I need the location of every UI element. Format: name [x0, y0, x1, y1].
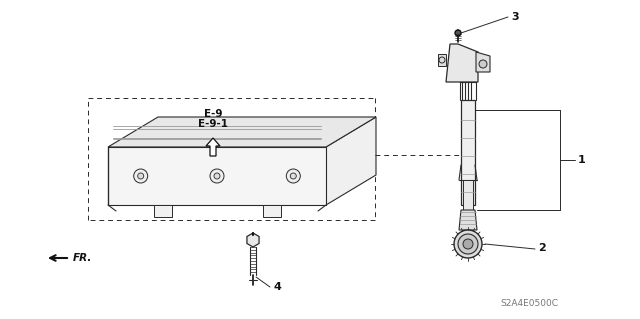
Polygon shape [108, 147, 326, 205]
Ellipse shape [328, 127, 336, 131]
Ellipse shape [350, 121, 372, 131]
Text: S2A4E0500C: S2A4E0500C [500, 299, 558, 308]
Circle shape [463, 239, 473, 249]
Ellipse shape [356, 123, 366, 129]
Ellipse shape [158, 127, 166, 131]
Circle shape [138, 173, 144, 179]
Polygon shape [463, 180, 473, 210]
Text: 2: 2 [538, 243, 546, 253]
Circle shape [455, 30, 461, 36]
Polygon shape [108, 117, 376, 147]
Circle shape [210, 169, 224, 183]
Circle shape [479, 60, 487, 68]
Text: E-9-1: E-9-1 [198, 119, 228, 129]
Circle shape [134, 169, 148, 183]
Text: 3: 3 [511, 12, 518, 22]
Text: E-9: E-9 [204, 109, 222, 119]
Polygon shape [262, 205, 280, 217]
Polygon shape [446, 44, 478, 82]
Polygon shape [326, 117, 376, 205]
Text: 4: 4 [273, 282, 281, 292]
Ellipse shape [210, 125, 226, 133]
Ellipse shape [154, 125, 170, 133]
Polygon shape [459, 210, 477, 230]
Polygon shape [247, 233, 259, 247]
Ellipse shape [270, 127, 278, 131]
Circle shape [291, 173, 296, 179]
Text: FR.: FR. [73, 253, 92, 263]
Circle shape [214, 173, 220, 179]
Circle shape [286, 169, 300, 183]
Polygon shape [476, 52, 490, 72]
Polygon shape [206, 138, 220, 156]
Ellipse shape [266, 125, 282, 133]
Text: 1: 1 [578, 155, 586, 165]
Circle shape [454, 230, 482, 258]
Ellipse shape [214, 127, 222, 131]
Polygon shape [438, 54, 446, 66]
Circle shape [458, 234, 478, 254]
Polygon shape [461, 100, 475, 205]
Ellipse shape [324, 125, 340, 133]
Polygon shape [154, 205, 172, 217]
